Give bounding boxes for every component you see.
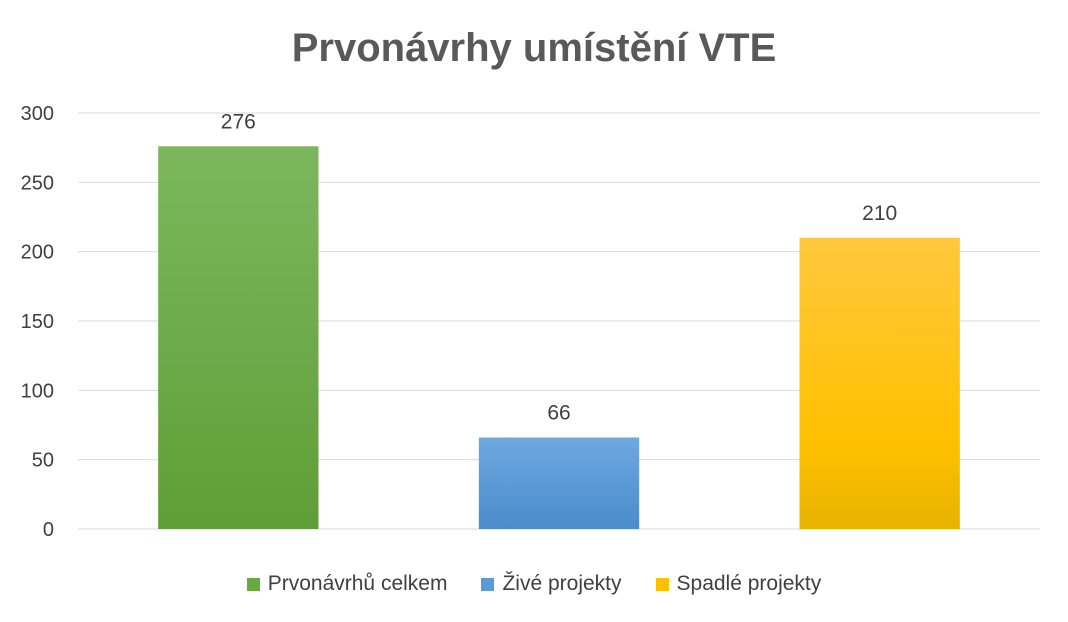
y-tick-label: 0: [43, 519, 54, 541]
y-tick-label: 200: [21, 242, 54, 264]
y-axis-ticks: 0 50 100 150 200 250 300: [21, 103, 54, 541]
y-tick-label: 150: [21, 311, 54, 333]
legend-label: Živé projekty: [502, 572, 622, 595]
legend-item: Živé projekty: [481, 572, 622, 596]
y-tick-label: 100: [21, 380, 54, 402]
bar-1: [158, 146, 319, 529]
data-label: 210: [862, 202, 897, 225]
chart-title: Prvonávrhy umístění VTE: [291, 26, 777, 70]
bars: [158, 146, 960, 530]
y-tick-label: 250: [21, 172, 54, 194]
legend-swatch: [246, 577, 260, 591]
y-tick-label: 300: [21, 103, 54, 125]
data-labels: 276 66 210: [221, 110, 897, 424]
legend-item: Prvonávrhů celkem: [246, 572, 448, 596]
legend-label: Spadlé projekty: [676, 572, 822, 595]
legend: Prvonávrhů celkem Živé projekty Spadlé pro…: [0, 572, 1068, 596]
bar-3: [799, 237, 960, 530]
legend-swatch: [655, 577, 669, 591]
legend-item: Spadlé projekty: [655, 572, 822, 596]
data-label: 276: [221, 110, 256, 133]
y-tick-label: 50: [32, 450, 54, 472]
legend-label: Prvonávrhů celkem: [267, 572, 448, 595]
data-label: 66: [547, 401, 570, 424]
legend-swatch: [481, 577, 495, 591]
bar-2: [478, 437, 640, 529]
